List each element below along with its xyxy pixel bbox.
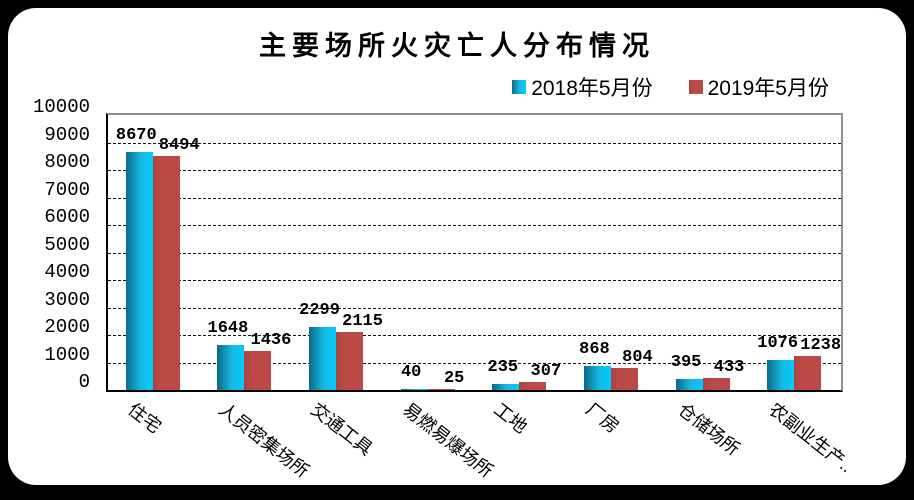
- bar-value-label: 1076: [757, 334, 799, 354]
- y-tick-label: 1000: [44, 343, 90, 366]
- y-tick-label: 4000: [44, 261, 90, 283]
- gridline: [108, 307, 841, 309]
- legend-item-2019: 2019年5月份: [688, 72, 829, 102]
- bar-value-label: 1648: [207, 318, 249, 338]
- bar-2019年5月份-易燃易爆场所: [427, 389, 455, 390]
- bar-2018年5月份-厂房: [583, 366, 611, 390]
- bar-value-label: 395: [670, 353, 702, 373]
- gridline: [108, 280, 841, 281]
- bar-value-label: 307: [530, 361, 562, 381]
- bar-2018年5月份-住宅: [125, 151, 153, 390]
- bar-value-label: 804: [622, 347, 653, 367]
- category-label-人员密集场所: 人员密集场所: [215, 399, 314, 482]
- bar-2018年5月份-工地: [492, 383, 520, 390]
- chart-title: 主要场所火灾亡人分布情况: [259, 31, 655, 61]
- legend-swatch-2018-icon: [512, 80, 527, 94]
- category-label-交通工具: 交通工具: [307, 399, 377, 460]
- bar-value-label: 2299: [299, 300, 340, 320]
- y-tick-label: 8000: [44, 151, 90, 173]
- bar-2019年5月份-厂房: [610, 367, 638, 390]
- bar-value-label: 40: [400, 362, 422, 382]
- category-label-易燃易爆场所: 易燃易爆场所: [398, 399, 497, 482]
- bar-value-label: 1436: [250, 330, 292, 350]
- y-tick-label: 7000: [44, 178, 90, 201]
- y-tick-label: 10000: [32, 96, 90, 118]
- y-tick-label: 9000: [44, 123, 90, 146]
- y-tick-label: 2000: [44, 316, 90, 338]
- gridline: [108, 170, 841, 171]
- gridline: [108, 362, 841, 364]
- chart-card: 主要场所火灾亡人分布情况 2018年5月份 2019年5月份 8670 1648 2…: [8, 8, 906, 485]
- category-label-仓储场所: 仓储场所: [673, 399, 743, 460]
- bar-2019年5月份-仓储场所: [702, 378, 730, 390]
- y-tick-label: 5000: [44, 233, 90, 256]
- plot-area: 8670 1648 2299 40 235 868 395 1076 8494 1436 2115 2…: [106, 113, 843, 392]
- gridline: [108, 225, 841, 226]
- category-label-厂房: 厂房: [582, 399, 623, 438]
- bar-value-label: 433: [713, 358, 745, 378]
- legend-label-2018: 2018年5月份: [531, 77, 653, 100]
- bar-2019年5月份-工地: [519, 381, 547, 390]
- category-label-工地: 工地: [490, 399, 532, 438]
- bar-2019年5月份-交通工具: [336, 331, 364, 390]
- gridline: [108, 252, 841, 254]
- gridline: [108, 335, 841, 336]
- bar-value-label: 868: [579, 340, 610, 360]
- bar-2019年5月份-住宅: [152, 156, 180, 390]
- bar-2018年5月份-易燃易爆场所: [400, 388, 428, 390]
- gridline: [108, 197, 841, 199]
- bar-value-label: 25: [443, 369, 465, 389]
- y-tick-label: 3000: [44, 288, 90, 311]
- legend-swatch-2019-icon: [688, 80, 703, 94]
- category-label-住宅: 住宅: [124, 399, 165, 438]
- legend: 2018年5月份 2019年5月份: [512, 72, 829, 102]
- bar-2019年5月份-农副业生产..: [794, 355, 822, 390]
- bar-value-label: 1238: [800, 335, 842, 355]
- bar-value-label: 8670: [115, 125, 157, 145]
- bar-2018年5月份-交通工具: [309, 326, 337, 390]
- bar-2018年5月份-仓储场所: [675, 379, 703, 390]
- bar-2018年5月份-农副业生产..: [767, 360, 795, 390]
- legend-label-2019: 2019年5月份: [707, 77, 829, 100]
- y-tick-label: 6000: [44, 206, 90, 228]
- y-tick-label: 0: [78, 371, 90, 393]
- bar-value-label: 2115: [342, 311, 383, 331]
- bar-value-label: 235: [487, 357, 519, 377]
- bar-2019年5月份-人员密集场所: [244, 350, 272, 390]
- legend-item-2018: 2018年5月份: [512, 72, 653, 102]
- category-label-农副业生产..: 农副业生产..: [765, 399, 857, 477]
- bar-value-label: 8494: [158, 136, 200, 156]
- bar-2018年5月份-人员密集场所: [217, 344, 245, 390]
- gridline: [108, 142, 841, 144]
